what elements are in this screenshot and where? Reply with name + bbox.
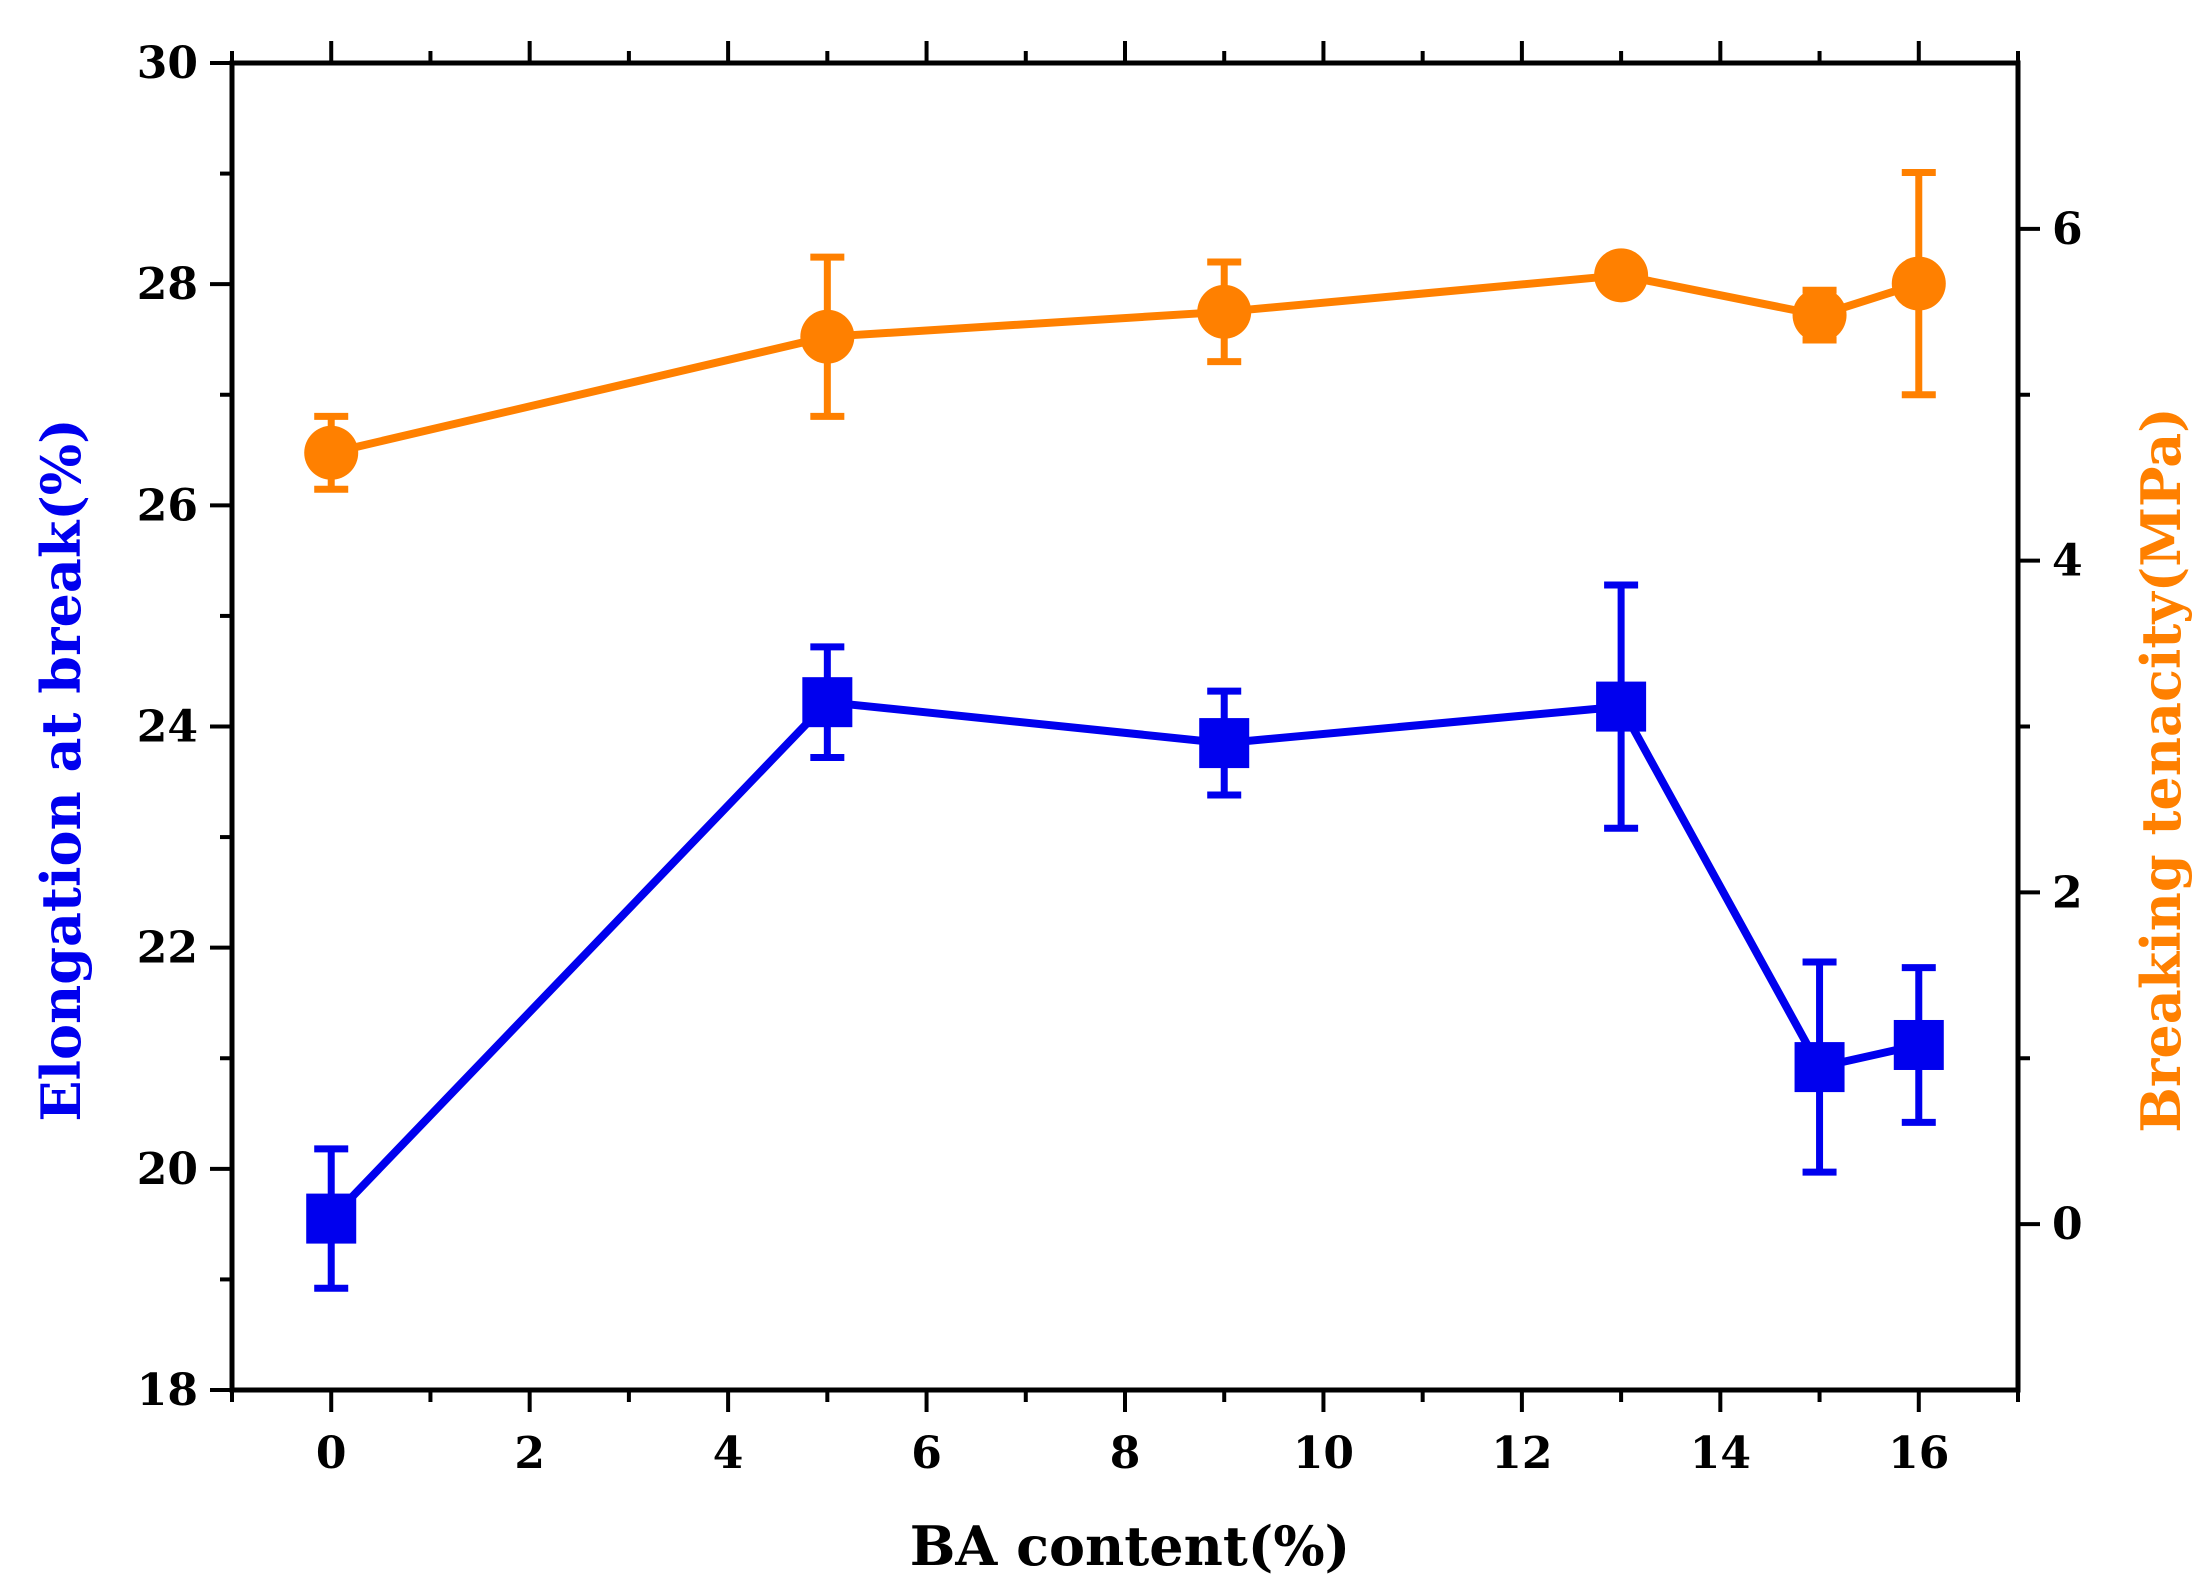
elongation-at-break-point bbox=[1893, 1019, 1944, 1070]
y-left-tick-label: 26 bbox=[137, 480, 198, 531]
y-left-tick-label: 24 bbox=[137, 702, 198, 753]
breaking-tenacity-point bbox=[1197, 284, 1252, 339]
breaking-tenacity-line bbox=[330, 271, 1920, 457]
x-tick-label: 16 bbox=[1888, 1428, 1949, 1479]
breaking-tenacity-point bbox=[800, 309, 855, 364]
y-right-tick-label: 4 bbox=[2052, 536, 2083, 587]
y-right-tick-label: 6 bbox=[2052, 204, 2083, 255]
breaking-tenacity-point bbox=[1891, 256, 1946, 311]
series-elongation-at-break bbox=[306, 581, 1944, 1292]
y-left-tick-label: 28 bbox=[137, 259, 198, 310]
x-tick-label: 2 bbox=[514, 1428, 545, 1479]
breaking-tenacity-point bbox=[1594, 248, 1649, 303]
breaking-tenacity-point bbox=[304, 425, 359, 480]
series-breaking-tenacity bbox=[304, 168, 1946, 493]
y-left-tick-label: 20 bbox=[137, 1144, 198, 1195]
elongation-at-break-point bbox=[1794, 1042, 1845, 1093]
plot-frame bbox=[229, 60, 2021, 1393]
elongation-at-break-point bbox=[1596, 681, 1647, 732]
x-tick-label: 6 bbox=[911, 1428, 942, 1479]
plot-border bbox=[229, 60, 2021, 1393]
x-tick-label: 4 bbox=[713, 1428, 744, 1479]
y-axis-left-title: Elongation at break(%) bbox=[29, 418, 93, 1121]
x-tick-label: 0 bbox=[316, 1428, 347, 1479]
x-tick-label: 8 bbox=[1110, 1428, 1141, 1479]
elongation-at-break-point bbox=[802, 677, 853, 728]
y-left-tick-label: 22 bbox=[137, 923, 198, 974]
y-left-tick-label: 18 bbox=[137, 1365, 198, 1416]
x-tick-label: 14 bbox=[1690, 1428, 1751, 1479]
y-right-tick-label: 0 bbox=[2052, 1199, 2083, 1250]
elongation-at-break-line bbox=[328, 698, 1920, 1222]
x-tick-label: 10 bbox=[1293, 1428, 1354, 1479]
data-series bbox=[304, 168, 1946, 1292]
breaking-tenacity-point bbox=[1792, 288, 1847, 343]
x-axis-title: BA content(%) bbox=[910, 1514, 1350, 1578]
elongation-at-break-point bbox=[306, 1193, 357, 1244]
elongation-at-break-point bbox=[1199, 718, 1250, 769]
y-right-tick-label: 2 bbox=[2052, 867, 2083, 918]
y-axis-right-title: Breaking tenacity(MPa) bbox=[2129, 407, 2193, 1132]
x-tick-label: 12 bbox=[1491, 1428, 1552, 1479]
y-left-tick-label: 30 bbox=[137, 38, 198, 89]
